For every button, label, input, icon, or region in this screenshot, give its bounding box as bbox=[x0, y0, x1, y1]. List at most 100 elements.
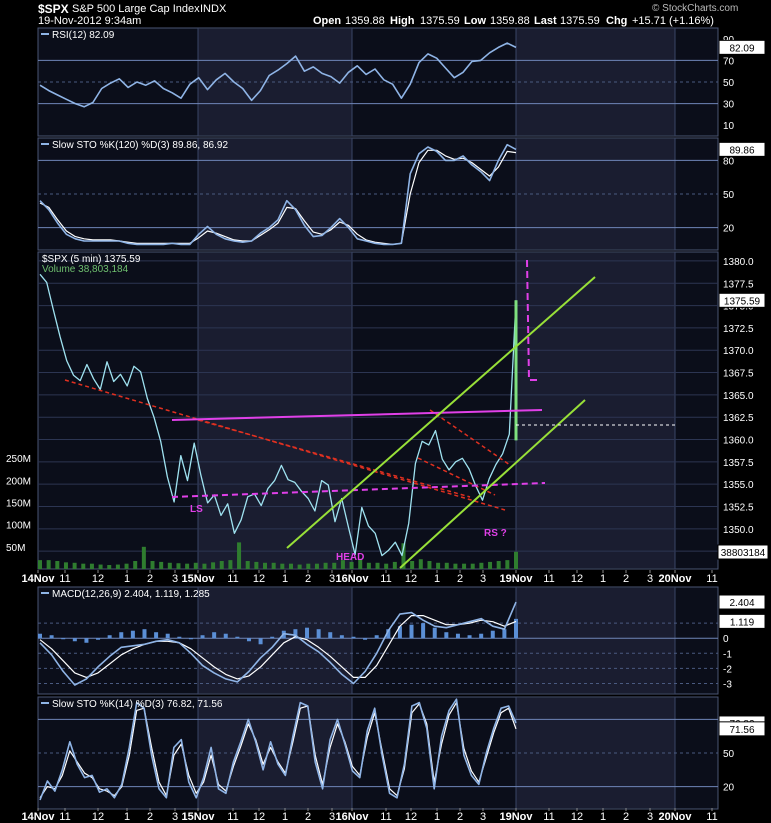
volume-bar bbox=[245, 561, 250, 569]
time-axis-bottom: 1 bbox=[124, 811, 130, 823]
red-trendline-4 bbox=[417, 457, 496, 496]
target-projection bbox=[526, 259, 540, 381]
volume-tick: 50M bbox=[6, 543, 25, 554]
macd-value-label: 2.404 bbox=[729, 598, 754, 609]
volume-bar bbox=[340, 560, 345, 569]
annotation-head: HEAD bbox=[336, 552, 364, 563]
macd-panel-shade bbox=[198, 588, 352, 693]
time-axis-bottom: 19Nov bbox=[499, 811, 533, 823]
volume-bar bbox=[470, 563, 475, 569]
macd-histogram-bar bbox=[490, 630, 495, 639]
volume-bar bbox=[63, 562, 68, 569]
volume-bar bbox=[263, 562, 268, 569]
volume-last-label: 38803184 bbox=[721, 548, 766, 559]
time-axis-top: 12 bbox=[405, 573, 417, 585]
time-axis-top: 2 bbox=[457, 573, 463, 585]
macd-histogram-bar bbox=[270, 636, 275, 639]
time-axis-bottom: 2 bbox=[305, 811, 311, 823]
macd-value-label-box bbox=[718, 594, 766, 610]
time-axis-top: 3 bbox=[172, 573, 178, 585]
time-axis-top: 11 bbox=[380, 573, 391, 585]
time-axis-bottom: 11 bbox=[59, 811, 70, 823]
macd-histogram-bar bbox=[188, 638, 193, 640]
date-label: 19-Nov-2012 9:34am bbox=[38, 15, 142, 27]
chg-value: +15.71 (+1.16%) bbox=[632, 15, 714, 27]
macd-histogram-bar bbox=[96, 638, 101, 640]
time-axis-top: 3 bbox=[647, 573, 653, 585]
sto14-d-label-box bbox=[718, 721, 766, 737]
time-axis-top: 12 bbox=[92, 573, 104, 585]
volume-bar bbox=[280, 563, 285, 569]
chg-label: Chg bbox=[606, 15, 628, 27]
time-axis-bottom: 20Nov bbox=[658, 811, 692, 823]
time-axis-bottom: 16Nov bbox=[335, 811, 369, 823]
volume-bar bbox=[418, 559, 423, 569]
volume-bar bbox=[72, 562, 77, 569]
macd-histogram-bar bbox=[38, 633, 42, 639]
volume-bar bbox=[159, 561, 164, 569]
macd-tick: -1 bbox=[723, 649, 732, 660]
macd-histogram-bar bbox=[130, 630, 135, 639]
volume-bar bbox=[228, 560, 233, 569]
macd-histogram-bar bbox=[351, 636, 356, 639]
sto14-d-label: 71.56 bbox=[729, 725, 754, 736]
volume-title: Volume 38,803,184 bbox=[42, 264, 129, 275]
time-axis-bottom: 3 bbox=[329, 811, 335, 823]
time-axis-bottom: 12 bbox=[92, 811, 104, 823]
macd-title: MACD(12,26,9) 2.404, 1.119, 1.285 bbox=[52, 589, 210, 600]
volume-bar bbox=[98, 564, 103, 569]
time-axis-bottom: 15Nov bbox=[181, 811, 215, 823]
time-axis-top: 12 bbox=[253, 573, 265, 585]
macd-histogram-bar bbox=[223, 633, 228, 639]
macd-signal-label-box bbox=[718, 613, 766, 629]
price-panel-shade bbox=[198, 253, 352, 568]
time-axis-top: 11 bbox=[706, 573, 717, 585]
macd-histogram-bar bbox=[165, 633, 170, 639]
time-axis-bottom: 3 bbox=[480, 811, 486, 823]
macd-histogram-bar bbox=[246, 638, 251, 642]
price-tick: 1357.5 bbox=[723, 458, 754, 469]
rsi-line bbox=[39, 42, 517, 108]
volume-bar bbox=[185, 563, 190, 569]
time-axis-bottom: 11 bbox=[380, 811, 391, 823]
price-tick: 1350.0 bbox=[723, 525, 754, 536]
price-tick: 1367.5 bbox=[723, 369, 754, 380]
time-axis-bottom: 3 bbox=[172, 811, 178, 823]
time-axis-bottom: 2 bbox=[147, 811, 153, 823]
macd-histogram-bar bbox=[397, 626, 402, 639]
time-axis-bottom: 2 bbox=[623, 811, 629, 823]
volume-bar bbox=[237, 542, 242, 569]
price-tick: 1365.0 bbox=[723, 391, 754, 402]
macd-histogram-bar bbox=[374, 635, 379, 639]
volume-bar bbox=[115, 564, 120, 569]
macd-histogram-bar bbox=[142, 629, 147, 639]
time-axis-bottom: 11 bbox=[227, 811, 238, 823]
price-tick: 1370.0 bbox=[723, 346, 754, 357]
volume-bar bbox=[46, 560, 51, 569]
volume-bar bbox=[81, 563, 86, 569]
volume-bar bbox=[193, 562, 198, 569]
channel-lower bbox=[399, 399, 586, 569]
macd-histogram-bar bbox=[502, 629, 507, 639]
time-axis-top: 1 bbox=[434, 573, 440, 585]
macd-histogram-bar bbox=[444, 632, 449, 639]
time-axis-top: 19Nov bbox=[499, 573, 533, 585]
volume-bar bbox=[202, 563, 207, 569]
price-tick: 1377.5 bbox=[723, 279, 754, 290]
time-axis-bottom: 12 bbox=[571, 811, 583, 823]
volume-bar bbox=[167, 562, 172, 569]
volume-bar bbox=[314, 563, 319, 569]
time-axis-bottom: 12 bbox=[405, 811, 417, 823]
volume-bar bbox=[306, 563, 311, 569]
volume-bar bbox=[401, 543, 406, 569]
open-label: Open bbox=[313, 15, 342, 27]
volume-bar bbox=[505, 560, 510, 569]
volume-bar bbox=[141, 546, 146, 569]
macd-histogram-bar bbox=[455, 633, 460, 639]
volume-bar bbox=[211, 562, 216, 569]
time-axis-top: 3 bbox=[329, 573, 335, 585]
price-tick: 1362.5 bbox=[723, 413, 754, 424]
time-axis-bottom: 11 bbox=[543, 811, 554, 823]
time-axis-bottom: 1 bbox=[434, 811, 440, 823]
